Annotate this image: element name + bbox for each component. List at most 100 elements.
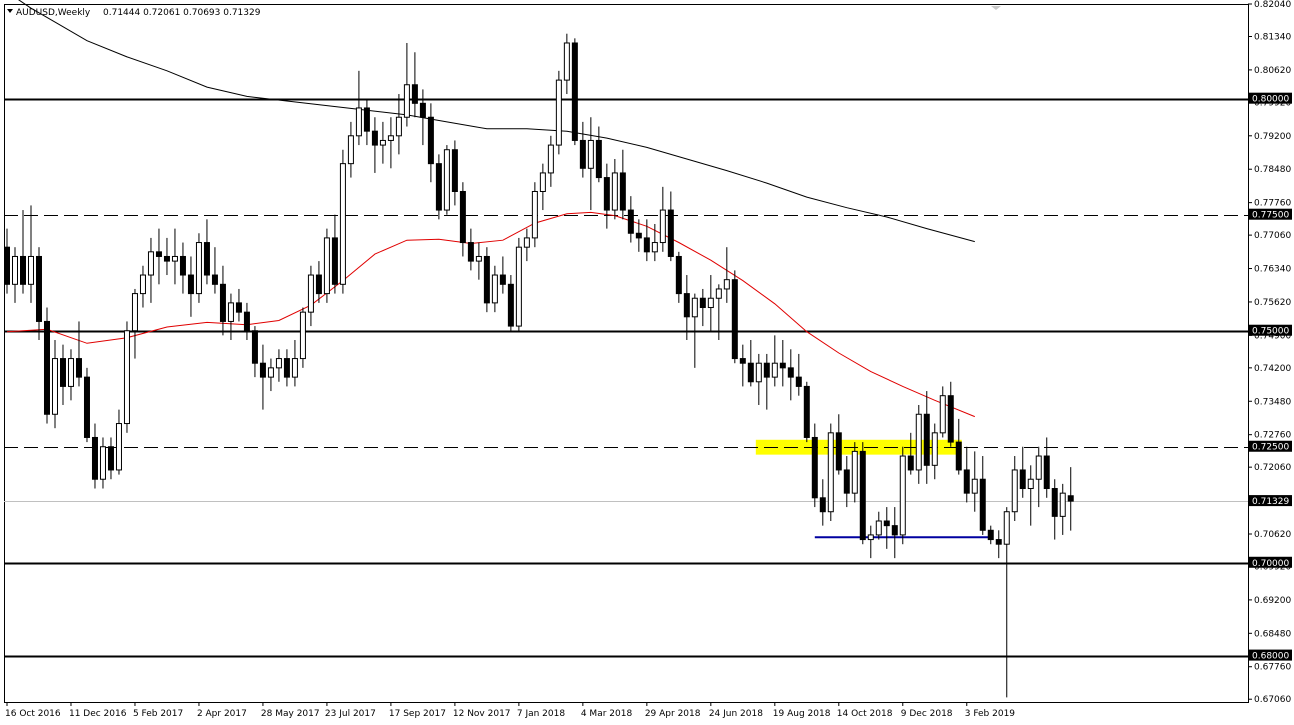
- candle-body-bear: [507, 283, 514, 327]
- x-tick-label: 12 Nov 2017: [453, 709, 511, 719]
- candle-body-bull: [563, 42, 570, 81]
- candle-body-bear: [995, 539, 1002, 545]
- y-tick-label: 0.68480: [1254, 629, 1291, 639]
- candle-body-bear: [155, 251, 162, 257]
- candle-body-bear: [467, 242, 474, 262]
- candle-body-bear: [603, 177, 610, 211]
- level-price-label-bg: [1249, 440, 1292, 452]
- candle-body-bear: [675, 255, 682, 295]
- chart-header: AUDUSD,Weekly 0.71444 0.72061 0.70693 0.…: [7, 6, 1001, 18]
- level-price-label-bg: [1249, 556, 1292, 568]
- candle-body-bull: [51, 358, 58, 415]
- candle-body-bear: [747, 362, 754, 383]
- level-price-label-bg: [1249, 324, 1292, 336]
- candle-body-bull: [555, 79, 562, 146]
- candle-body-bull: [147, 251, 154, 276]
- candle-body-bull: [491, 274, 498, 304]
- ohlc-readout: 0.71444 0.72061 0.70693 0.71329: [103, 8, 261, 18]
- candle-body-bear: [835, 432, 842, 471]
- candle-body-bear: [779, 362, 786, 369]
- candle-body-bear: [595, 139, 602, 179]
- candle-body-bear: [579, 139, 586, 169]
- candle-body-bull: [67, 358, 74, 387]
- candle-body-bear: [1019, 469, 1026, 490]
- plot-area[interactable]: [4, 4, 1249, 703]
- candle-body-bear: [211, 274, 218, 285]
- candle-body-bear: [963, 469, 970, 494]
- candle-body-bull: [875, 520, 882, 536]
- candle-body-bear: [331, 237, 338, 285]
- candle-body-bear: [643, 237, 650, 253]
- candle-body-bear: [683, 293, 690, 318]
- x-tick-label: 24 Jun 2018: [709, 709, 763, 719]
- candle-body-bear: [739, 358, 746, 364]
- level-price-label: 0.75000: [1252, 327, 1289, 337]
- candle-body-bull: [1035, 455, 1042, 480]
- candle-body-bull: [339, 163, 346, 285]
- x-tick-label: 11 Dec 2016: [69, 709, 127, 719]
- x-tick-label: 28 May 2017: [261, 709, 320, 719]
- level-price-label: 0.68000: [1252, 652, 1289, 662]
- candle-body-bull: [827, 432, 834, 513]
- candle-body-bull: [115, 423, 122, 471]
- candle-body-bear: [803, 385, 810, 438]
- candle-body-bear: [619, 172, 626, 211]
- candle-body-bear: [819, 497, 826, 513]
- axes: 0.820400.813400.806200.799200.792000.784…: [5, 0, 1292, 719]
- candle-body-bull: [123, 330, 130, 425]
- candle-body-bull: [899, 455, 906, 536]
- scroll-marker-icon[interactable]: [991, 6, 1001, 10]
- x-tick-label: 2 Apr 2017: [197, 709, 247, 719]
- candle-body-bull: [547, 144, 554, 174]
- candle-body-bear: [251, 330, 258, 364]
- candle-body-bull: [131, 293, 138, 332]
- level-price-label: 0.70000: [1252, 559, 1289, 569]
- candle-body-bull: [691, 297, 698, 318]
- candle-body-bear: [59, 358, 66, 387]
- x-tick-label: 9 Dec 2018: [901, 709, 953, 719]
- candle-body-bull: [587, 139, 594, 169]
- candle-body-bull: [195, 242, 202, 295]
- x-tick-label: 17 Sep 2017: [389, 709, 446, 719]
- candle-body-bull: [755, 362, 762, 383]
- candle-body-bull: [227, 302, 234, 322]
- candle-body-bull: [27, 255, 34, 285]
- candle-body-bear: [859, 450, 866, 541]
- level-price-label: 0.80000: [1252, 95, 1289, 105]
- candle-body-bear: [667, 209, 674, 257]
- candle-body-bear: [483, 255, 490, 304]
- candle-body-bull: [347, 135, 354, 165]
- candle-body-bear: [179, 255, 186, 276]
- candle-body-bear: [811, 436, 818, 499]
- candle-body-bull: [11, 255, 18, 285]
- y-tick-label: 0.79200: [1254, 132, 1291, 142]
- levels: [4, 98, 1248, 658]
- candle-body-bear: [243, 311, 250, 332]
- candle-body-bear: [795, 376, 802, 387]
- candle-body-bull: [395, 116, 402, 137]
- y-tick-label: 0.76340: [1254, 265, 1291, 275]
- x-tick-label: 29 Apr 2018: [645, 709, 701, 719]
- candle-body-bull: [171, 255, 178, 262]
- candle-body-bear: [187, 274, 194, 295]
- plot-frame[interactable]: [4, 4, 1249, 703]
- dropdown-arrow-icon[interactable]: [7, 9, 13, 13]
- candle-body-bull: [723, 279, 730, 290]
- candle-body-bull: [475, 255, 482, 262]
- candle-body-bull: [1059, 492, 1066, 517]
- y-tick-label: 0.67060: [1254, 695, 1291, 705]
- candle-body-bull: [531, 190, 538, 239]
- level-price-label: 0.77500: [1252, 211, 1289, 221]
- candle-body-bull: [1027, 478, 1034, 490]
- candle-body-bear: [163, 255, 170, 262]
- x-tick-label: 3 Feb 2019: [965, 709, 1016, 719]
- candle-body-bull: [715, 288, 722, 299]
- candle-body-bull: [851, 450, 858, 494]
- candle-body-bear: [635, 232, 642, 239]
- candle-body-bear: [731, 279, 738, 360]
- x-tick-label: 4 Mar 2018: [581, 709, 633, 719]
- candle-body-bull: [323, 237, 330, 295]
- candle-body-bull: [771, 362, 778, 378]
- candle-body-bull: [915, 413, 922, 471]
- y-tick-label: 0.81340: [1254, 32, 1291, 42]
